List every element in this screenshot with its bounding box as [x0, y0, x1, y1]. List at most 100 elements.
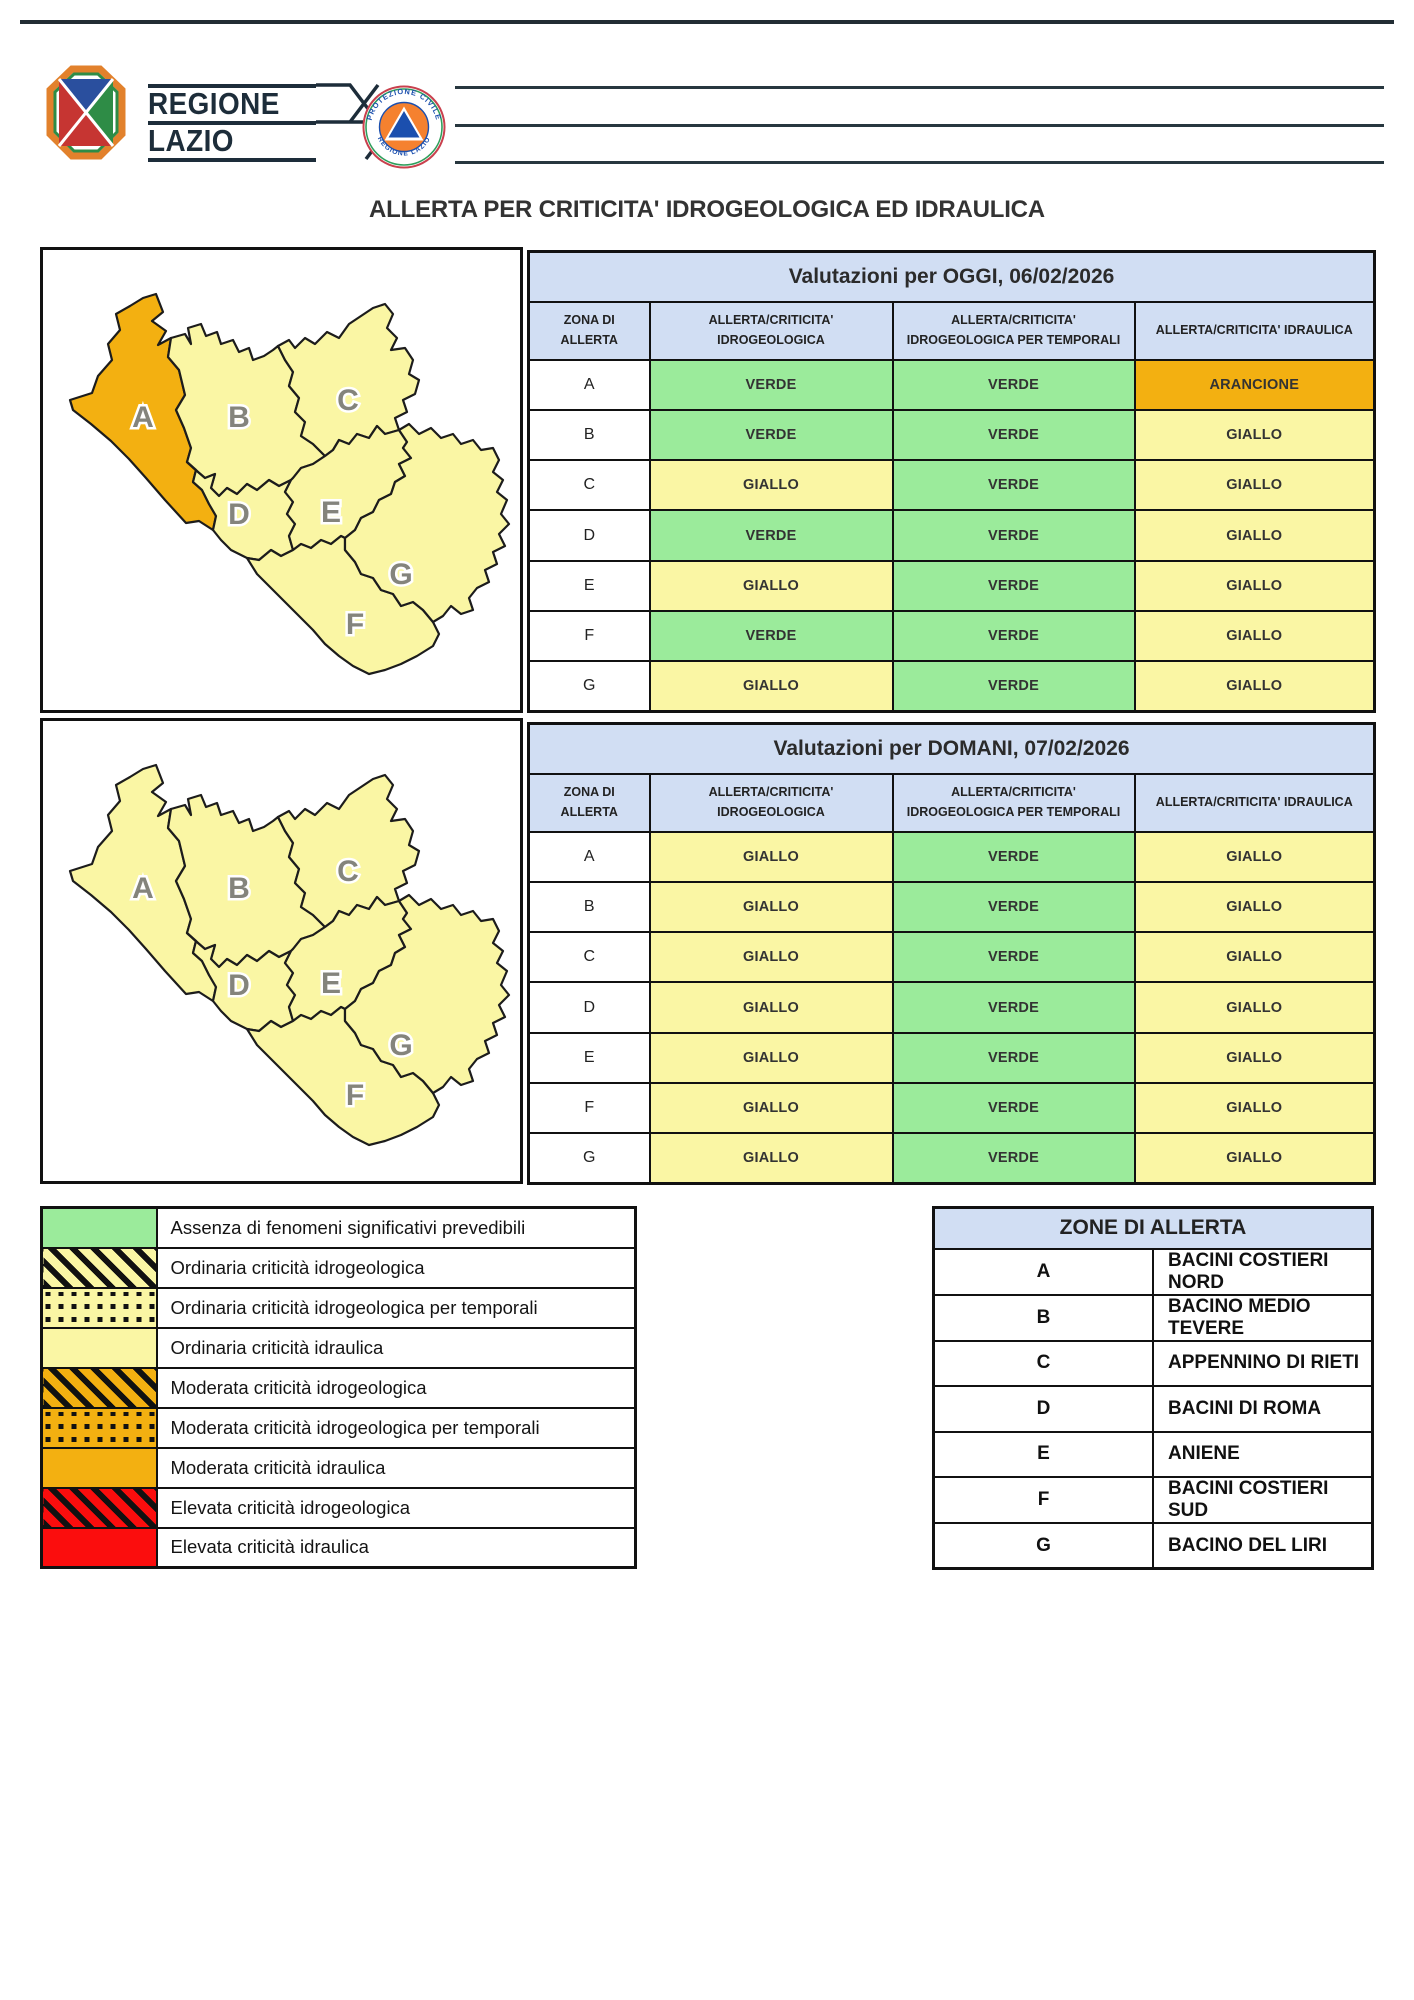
zone-key-name: BACINO MEDIO TEVERE	[1152, 1293, 1374, 1342]
alert-level-cell: GIALLO	[1133, 1031, 1376, 1084]
legend-swatch-solid-rosso	[40, 1526, 158, 1569]
page-top-rule	[20, 20, 1394, 24]
alert-level-cell: GIALLO	[1133, 509, 1376, 562]
zone-letter-cell: A	[527, 830, 651, 883]
alert-level-cell: VERDE	[891, 358, 1136, 411]
alert-level-cell: VERDE	[891, 1081, 1136, 1135]
wordmark-rule	[148, 158, 316, 162]
legend-label: Elevata criticità idraulica	[155, 1526, 637, 1569]
col-header-temporali: ALLERTA/CRITICITA' IDROGEOLOGICA PER TEM…	[891, 772, 1136, 833]
legend-swatch-solid-verde	[40, 1206, 158, 1249]
legend-swatch-solid-giallo	[40, 1326, 158, 1369]
zone-letter-cell: C	[527, 459, 651, 512]
alert-level-cell: VERDE	[648, 358, 894, 411]
alert-level-cell: GIALLO	[1133, 459, 1376, 512]
map-zone-label-A: A	[132, 872, 154, 905]
legend-label: Assenza di fenomeni significativi preved…	[155, 1206, 637, 1249]
assessment-table-domani: Valutazioni per DOMANI, 07/02/2026 ZONA …	[527, 722, 1377, 1186]
regione-lazio-wordmark: REGIONE LAZIO	[148, 82, 318, 162]
alert-level-cell: VERDE	[648, 408, 894, 462]
map-zone-label-B: B	[228, 872, 250, 905]
alert-level-cell: VERDE	[891, 559, 1136, 612]
assessment-row: G GIALLO VERDE GIALLO	[527, 660, 1376, 713]
col-header-idraulica: ALLERTA/CRITICITA' IDRAULICA	[1133, 300, 1376, 361]
assessment-row: G GIALLO VERDE GIALLO	[527, 1132, 1376, 1185]
assessment-row: A GIALLO VERDE GIALLO	[527, 830, 1376, 883]
alert-level-cell: GIALLO	[648, 660, 894, 713]
zone-key-name: BACINI DI ROMA	[1152, 1385, 1374, 1433]
legend-swatch-stripes-rosso	[40, 1486, 158, 1529]
assessment-table-oggi: Valutazioni per OGGI, 06/02/2026 ZONA DI…	[527, 250, 1377, 714]
col-header-idrogeologica: ALLERTA/CRITICITA' IDROGEOLOGICA	[648, 300, 894, 361]
alert-level-cell: GIALLO	[1133, 609, 1376, 663]
col-header-temporali: ALLERTA/CRITICITA' IDROGEOLOGICA PER TEM…	[891, 300, 1136, 361]
map-zone-label-D: D	[228, 969, 250, 1002]
legend-row: Elevata criticità idrogeologica	[40, 1486, 637, 1529]
map-zone-label-A: A	[132, 401, 154, 434]
legend-row: Moderata criticità idrogeologica	[40, 1366, 637, 1409]
map-zone-label-E: E	[321, 496, 341, 529]
zones-key-table: ZONE DI ALLERTA A BACINI COSTIERI NORD B BA…	[932, 1206, 1374, 1570]
assessment-row: C GIALLO VERDE GIALLO	[527, 931, 1376, 984]
assessment-row: A VERDE VERDE ARANCIONE	[527, 358, 1376, 411]
legend-swatch-stripes-giallo	[40, 1246, 158, 1289]
page-title: ALLERTA PER CRITICITA' IDROGEOLOGICA ED …	[369, 196, 1045, 223]
assessment-row: F GIALLO VERDE GIALLO	[527, 1081, 1376, 1135]
zone-letter-cell: B	[527, 408, 651, 462]
legend-label: Moderata criticità idrogeologica	[155, 1366, 637, 1409]
alert-level-cell: VERDE	[891, 509, 1136, 562]
alert-level-cell: VERDE	[891, 880, 1136, 934]
alert-level-cell: GIALLO	[1133, 660, 1376, 713]
alert-level-cell: VERDE	[891, 1132, 1136, 1185]
zone-key-row: G BACINO DEL LIRI	[932, 1522, 1374, 1570]
alert-level-cell: GIALLO	[648, 1081, 894, 1135]
map-zone-label-D: D	[228, 498, 250, 531]
legend-row: Assenza di fenomeni significativi preved…	[40, 1206, 637, 1249]
zone-key-letter: E	[932, 1430, 1154, 1478]
alert-level-cell: GIALLO	[648, 1132, 894, 1185]
header-rule-line	[455, 123, 1384, 127]
alert-level-cell: VERDE	[891, 981, 1136, 1034]
zone-letter-cell: F	[527, 1081, 651, 1135]
map-zone-C	[276, 302, 421, 458]
alert-level-cell: VERDE	[891, 931, 1136, 984]
zone-key-row: E ANIENE	[932, 1430, 1374, 1478]
wordmark-rule	[148, 121, 316, 125]
legend-row: Ordinaria criticità idraulica	[40, 1326, 637, 1369]
zone-letter-cell: G	[527, 1132, 651, 1185]
alert-level-cell: GIALLO	[648, 559, 894, 612]
wordmark-regione: REGIONE	[148, 86, 280, 121]
zone-key-row: A BACINI COSTIERI NORD	[932, 1247, 1374, 1296]
legend-row: Elevata criticità idraulica	[40, 1526, 637, 1569]
protezione-civile-logo-icon: PROTEZIONE CIVILE REGIONE LAZIO	[362, 85, 446, 169]
alert-level-cell: ARANCIONE	[1133, 358, 1376, 411]
alert-level-cell: GIALLO	[1133, 931, 1376, 984]
assessment-row: E GIALLO VERDE GIALLO	[527, 559, 1376, 612]
legend-label: Elevata criticità idrogeologica	[155, 1486, 637, 1529]
alert-level-cell: GIALLO	[1133, 830, 1376, 883]
assessment-row: E GIALLO VERDE GIALLO	[527, 1031, 1376, 1084]
col-header-idraulica: ALLERTA/CRITICITA' IDRAULICA	[1133, 772, 1376, 833]
criticality-legend-table: Assenza di fenomeni significativi preved…	[40, 1206, 637, 1569]
col-header-idrogeologica: ALLERTA/CRITICITA' IDROGEOLOGICA	[648, 772, 894, 833]
zone-key-name: BACINI COSTIERI NORD	[1152, 1247, 1374, 1296]
map-zone-label-F: F	[346, 608, 364, 641]
assessment-row: B VERDE VERDE GIALLO	[527, 408, 1376, 462]
zone-key-row: F BACINI COSTIERI SUD	[932, 1476, 1374, 1524]
alert-level-cell: VERDE	[648, 609, 894, 663]
legend-label: Moderata criticità idrogeologica per tem…	[155, 1406, 637, 1449]
alert-level-cell: VERDE	[891, 830, 1136, 883]
zone-letter-cell: C	[527, 931, 651, 984]
alert-level-cell: GIALLO	[1133, 408, 1376, 462]
alert-level-cell: GIALLO	[648, 880, 894, 934]
zone-key-letter: F	[932, 1476, 1154, 1524]
assessment-row: B GIALLO VERDE GIALLO	[527, 880, 1376, 934]
zone-key-row: C APPENNINO DI RIETI	[932, 1339, 1374, 1387]
legend-row: Ordinaria criticità idrogeologica	[40, 1246, 637, 1289]
zone-letter-cell: F	[527, 609, 651, 663]
zone-key-name: BACINO DEL LIRI	[1152, 1522, 1374, 1570]
zone-letter-cell: E	[527, 559, 651, 612]
map-zone-C	[276, 773, 421, 929]
regione-lazio-crest-icon	[46, 65, 126, 160]
